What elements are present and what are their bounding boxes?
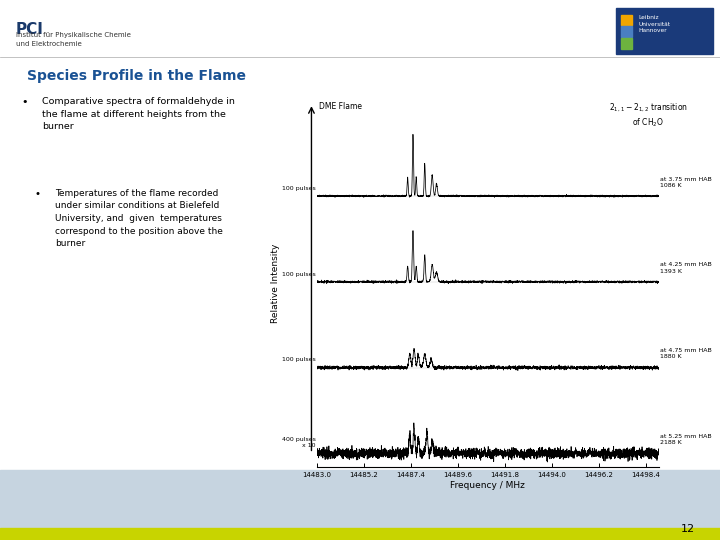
Text: Species Profile in the Flame: Species Profile in the Flame <box>27 69 246 83</box>
Bar <box>621 26 632 37</box>
Text: und Elektrochemie: und Elektrochemie <box>16 40 81 46</box>
Text: Leibniz
Universität
Hannover: Leibniz Universität Hannover <box>639 15 670 33</box>
Text: Temperatures of the flame recorded
under similar conditions at Bielefeld
Univers: Temperatures of the flame recorded under… <box>55 189 222 248</box>
Text: $2_{1,1} - 2_{1,2}$ transition
of CH$_2$O: $2_{1,1} - 2_{1,2}$ transition of CH$_2$… <box>608 102 688 129</box>
Text: at 5.25 mm HAB
2188 K: at 5.25 mm HAB 2188 K <box>660 434 711 446</box>
Text: Relative Intensity: Relative Intensity <box>271 244 280 323</box>
Bar <box>616 8 713 54</box>
Text: Institut für Physikalische Chemie: Institut für Physikalische Chemie <box>16 32 131 38</box>
Text: 400 pulses
x 10: 400 pulses x 10 <box>282 437 316 448</box>
Text: •: • <box>35 189 40 199</box>
Bar <box>621 15 632 25</box>
Text: DME Flame: DME Flame <box>319 102 362 111</box>
Text: PCI: PCI <box>16 22 44 37</box>
X-axis label: Frequency / MHz: Frequency / MHz <box>451 481 525 490</box>
Bar <box>0 528 720 540</box>
Text: Comparative spectra of formaldehyde in
the flame at different heights from the
b: Comparative spectra of formaldehyde in t… <box>42 97 235 131</box>
Text: 100 pulses: 100 pulses <box>282 357 316 362</box>
Text: at 4.25 mm HAB
1393 K: at 4.25 mm HAB 1393 K <box>660 262 711 274</box>
Text: 12: 12 <box>680 523 695 534</box>
Text: •: • <box>22 97 28 107</box>
Bar <box>621 38 632 49</box>
Text: 100 pulses: 100 pulses <box>282 272 316 276</box>
Bar <box>0 470 720 540</box>
Text: at 4.75 mm HAB
1880 K: at 4.75 mm HAB 1880 K <box>660 348 711 360</box>
Text: at 3.75 mm HAB
1086 K: at 3.75 mm HAB 1086 K <box>660 177 711 188</box>
Text: 100 pulses: 100 pulses <box>282 186 316 191</box>
